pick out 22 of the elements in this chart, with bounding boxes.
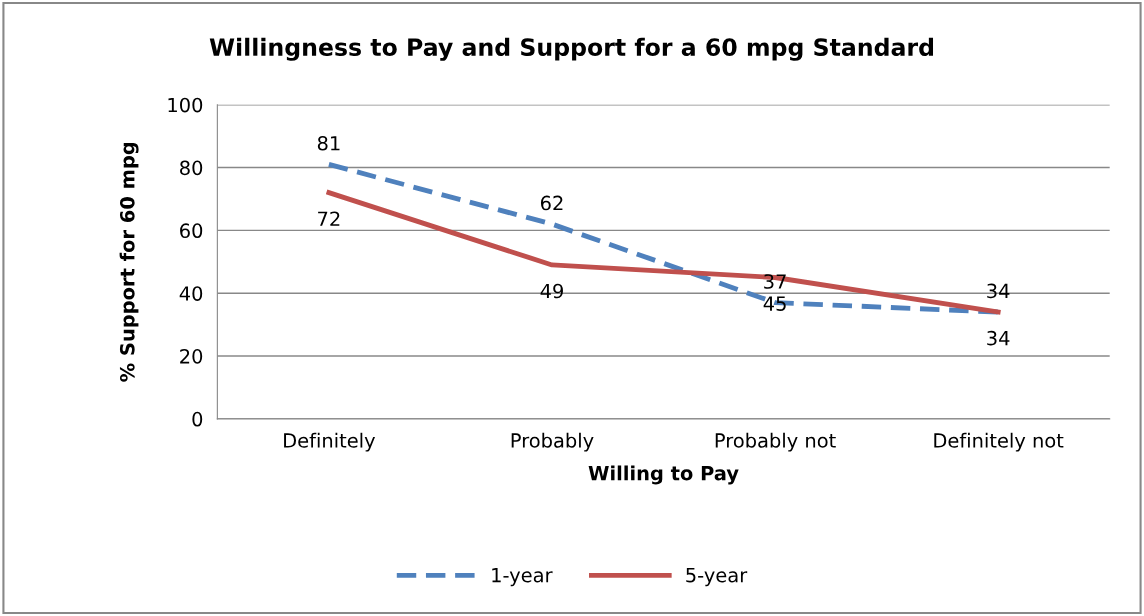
legend-label: 1-year xyxy=(492,567,553,587)
x-tick-label: Definitely xyxy=(284,432,376,452)
data-label: 34 xyxy=(987,330,1010,346)
chart-title: Willingness to Pay and Support for a 60 mpg Standard xyxy=(209,37,934,61)
data-label: 34 xyxy=(987,283,1010,299)
data-label: 72 xyxy=(318,211,340,226)
y-tick-label: 20 xyxy=(180,349,203,364)
x-tick-label: Probably not xyxy=(715,432,836,452)
y-tick-label: 0 xyxy=(192,411,203,427)
x-tick-label: Probably xyxy=(511,432,594,452)
y-tick-label: 100 xyxy=(168,97,203,113)
legend-label: 5-year xyxy=(686,567,748,587)
y-axis-title: % Support for 60 mpg xyxy=(119,142,139,382)
x-tick-label: Definitely not xyxy=(934,432,1064,452)
x-axis-title: Willing to Pay xyxy=(588,465,739,485)
y-tick-label: 80 xyxy=(180,160,203,176)
data-label: 49 xyxy=(540,283,563,299)
data-label: 45 xyxy=(763,296,786,311)
data-label: 62 xyxy=(540,195,563,211)
data-label: 81 xyxy=(317,135,340,151)
y-tick-label: 40 xyxy=(179,286,203,301)
y-tick-label: 60 xyxy=(180,223,203,239)
